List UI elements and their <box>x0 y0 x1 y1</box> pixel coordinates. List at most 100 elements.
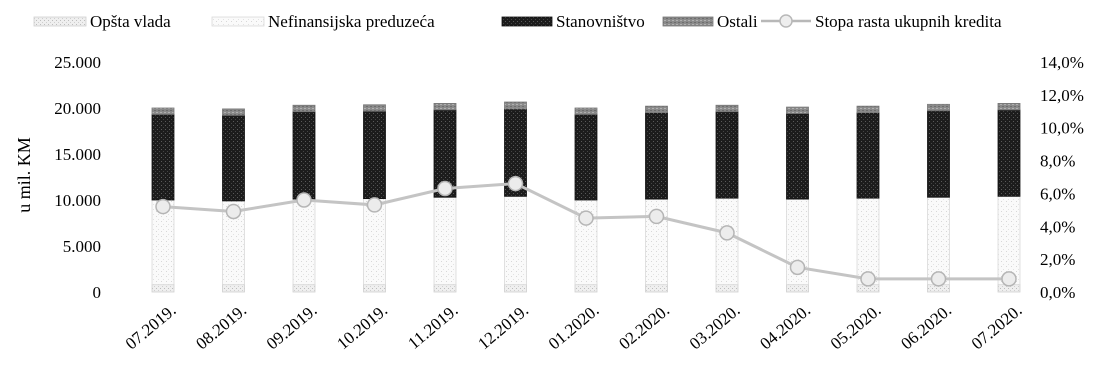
legend-item-opsta-vlada: Opšta vlada <box>33 12 171 31</box>
legend-swatch-opsta-vlada <box>33 16 87 27</box>
legend-item-stopa-rasta-ukupnih-kredita: Stopa rasta ukupnih kredita <box>761 12 1002 31</box>
line-point <box>860 271 876 287</box>
legend-label-stopa-rasta-ukupnih-kredita: Stopa rasta ukupnih kredita <box>815 12 1002 31</box>
bar-ostali <box>645 105 668 114</box>
legend-label-nefinansijska-preduzeca: Nefinansijska preduzeća <box>268 12 435 31</box>
bar-stanovnistvo <box>151 114 175 201</box>
bar-stack-12-2019 <box>504 101 527 293</box>
line-point <box>648 208 665 225</box>
bar-nefinansijska-preduzeca <box>292 198 316 286</box>
bar-nefinansijska-preduzeca <box>504 195 527 286</box>
line-point <box>789 259 806 276</box>
legend-swatch-stanovnistvo <box>501 16 553 27</box>
x-tick-label: 02.2020. <box>615 301 673 354</box>
bar-stack-01-2020 <box>574 107 598 293</box>
bar-stack-05-2020 <box>856 105 880 293</box>
bar-stack-03-2020 <box>715 104 739 293</box>
x-tick-label: 01.2020. <box>545 301 603 354</box>
x-tick-label: 07.2019. <box>122 301 180 354</box>
y2-tick-label: 8,0% <box>1040 152 1075 171</box>
line-point <box>366 197 383 213</box>
y2-tick-label: 2,0% <box>1040 250 1075 269</box>
y-tick-label: 0 <box>93 283 102 302</box>
bar-stack-02-2020 <box>645 105 668 293</box>
y-tick-label: 25.000 <box>54 53 101 72</box>
line-point <box>719 225 735 241</box>
x-tick-label: 06.2020. <box>897 301 955 354</box>
y-tick-label: 20.000 <box>54 99 101 118</box>
y2-tick-label: 4,0% <box>1040 217 1075 236</box>
x-tick-label: 12.2019. <box>474 301 532 354</box>
bar-stanovnistvo <box>363 110 386 200</box>
y2-tick-label: 10,0% <box>1040 119 1084 138</box>
legend: Opšta vlada Nefinansijska preduzeća Stanov… <box>33 12 1002 31</box>
bar-stanovnistvo <box>292 111 316 200</box>
bar-opsta-vlada <box>222 284 245 293</box>
line-point <box>437 180 453 197</box>
y-tick-label: 10.000 <box>54 191 101 210</box>
x-tick-label: 07.2020. <box>968 301 1026 354</box>
line-point <box>155 198 171 215</box>
line-point <box>225 203 242 220</box>
x-tick-label: 11.2019. <box>404 301 461 353</box>
y-tick-label: 15.000 <box>54 145 101 164</box>
bar-opsta-vlada <box>151 284 175 293</box>
right-axis: 14,0% 12,0% 10,0% 8,0% 6,0% 4,0% 2,0% 0,0% <box>1040 53 1084 302</box>
bar-stanovnistvo <box>856 112 880 199</box>
y2-tick-label: 12,0% <box>1040 86 1084 105</box>
line-point <box>930 271 947 287</box>
legend-label-ostali: Ostali <box>717 12 758 31</box>
bar-stanovnistvo <box>997 109 1021 197</box>
bar-opsta-vlada <box>363 284 386 293</box>
bar-stanovnistvo <box>715 111 739 199</box>
legend-item-stanovnistvo: Stanovništvo <box>501 12 645 31</box>
growth-line <box>155 175 1017 287</box>
y2-tick-label: 6,0% <box>1040 184 1075 203</box>
x-tick-label: 05.2020. <box>827 301 885 354</box>
y2-tick-label: 14,0% <box>1040 53 1084 72</box>
bar-ostali <box>715 104 739 113</box>
x-tick-label: 10.2019. <box>333 301 391 354</box>
legend-swatch-nefinansijska-preduzeca <box>211 16 265 27</box>
bar-opsta-vlada <box>433 284 457 293</box>
bar-opsta-vlada <box>574 284 598 293</box>
bar-ostali <box>222 108 245 116</box>
bar-ostali <box>927 103 950 112</box>
bar-opsta-vlada <box>292 284 316 293</box>
line-point <box>1001 271 1017 287</box>
bar-ostali <box>151 107 175 115</box>
legend-swatch-ostali <box>662 16 714 27</box>
bars <box>151 101 1021 293</box>
legend-label-stanovnistvo: Stanovništvo <box>556 12 645 31</box>
bar-ostali <box>786 106 809 114</box>
legend-label-opsta-vlada: Opšta vlada <box>90 12 171 31</box>
bar-opsta-vlada <box>504 284 527 293</box>
bar-stanovnistvo <box>645 112 668 200</box>
bar-stanovnistvo <box>786 113 809 200</box>
bar-ostali <box>292 104 316 113</box>
x-tick-label: 09.2019. <box>263 301 321 354</box>
bar-nefinansijska-preduzeca <box>433 196 457 286</box>
y2-tick-label: 0,0% <box>1040 283 1075 302</box>
bar-stack-10-2019 <box>363 104 386 293</box>
bar-stanovnistvo <box>927 110 950 198</box>
line-point <box>578 210 594 226</box>
bar-nefinansijska-preduzeca <box>715 197 739 286</box>
legend-item-ostali: Ostali <box>662 12 758 31</box>
legend-item-nefinansijska-preduzeca: Nefinansijska preduzeća <box>211 12 435 31</box>
line-point <box>296 192 312 208</box>
bar-opsta-vlada <box>715 284 739 293</box>
bar-ostali <box>856 105 880 114</box>
bar-stanovnistvo <box>222 114 245 202</box>
bar-stack-07-2020 <box>997 103 1021 293</box>
x-axis: 07.2019. 08.2019. 09.2019. 10.2019. 11.2019.… <box>122 301 1026 354</box>
bar-ostali <box>504 101 527 110</box>
x-tick-label: 08.2019. <box>192 301 250 354</box>
left-axis: 25.000 20.000 15.000 10.000 5.000 0 u mil. KM <box>14 53 101 302</box>
bar-stack-06-2020 <box>927 103 950 293</box>
bar-opsta-vlada <box>786 284 809 293</box>
bar-stanovnistvo <box>574 114 598 201</box>
bar-opsta-vlada <box>645 284 668 293</box>
legend-marker-stopa-rasta-ukupnih-kredita <box>779 14 793 28</box>
